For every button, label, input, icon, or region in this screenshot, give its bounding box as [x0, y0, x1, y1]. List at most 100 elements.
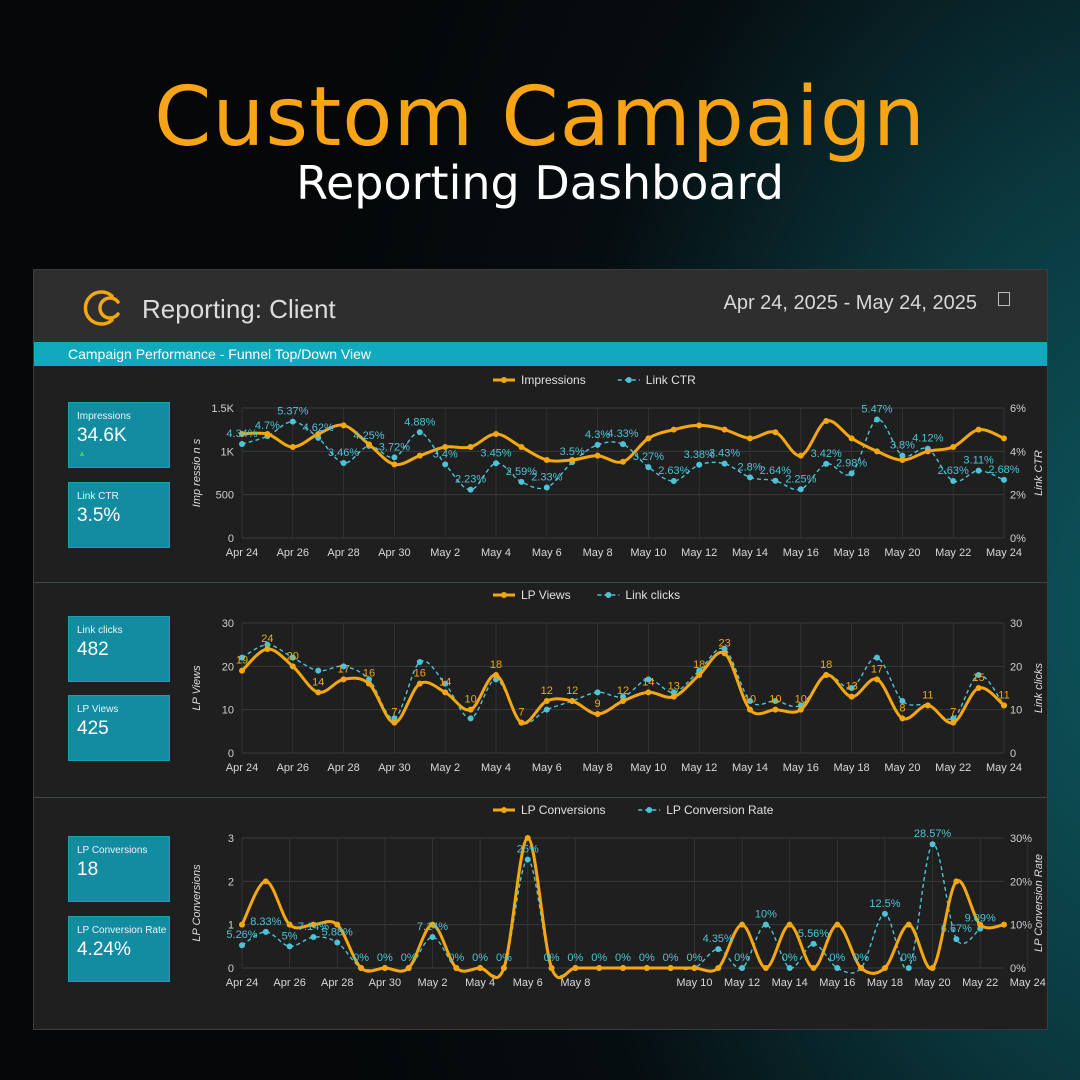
data-point	[670, 426, 677, 433]
data-point	[874, 448, 880, 455]
data-point	[715, 946, 722, 953]
y-tick-label: 20	[222, 661, 234, 673]
legend-swatch	[501, 377, 507, 383]
data-label: 2.25%	[785, 473, 816, 485]
date-range-picker[interactable]: Apr 24, 2025 - May 24, 2025	[723, 292, 978, 314]
data-label: 3.27%	[633, 451, 664, 463]
x-tick-label: May 12	[724, 977, 760, 989]
data-point	[899, 452, 906, 459]
data-point	[905, 921, 912, 928]
legend-entry: LP Conversion Rate	[666, 803, 774, 817]
data-point	[929, 965, 936, 971]
data-label: 4.34%	[226, 428, 257, 440]
kpi-label: LP Conversion Rate	[77, 925, 167, 936]
data-label: 0%	[782, 952, 798, 964]
kpi-value: 34.6K	[77, 425, 127, 446]
data-point	[696, 422, 703, 429]
data-point	[315, 689, 322, 696]
data-point	[493, 460, 499, 467]
data-point	[696, 461, 703, 468]
data-label: 0%	[401, 952, 417, 964]
data-point	[518, 719, 525, 726]
x-tick-label: May 18	[834, 762, 870, 774]
x-tick-label: May 6	[532, 547, 562, 559]
x-tick-label: May 14	[732, 762, 768, 774]
calendar-icon[interactable]	[998, 292, 1010, 306]
data-point	[858, 965, 865, 971]
y-tick-label: 0	[228, 748, 234, 760]
kpi-card-lp-conversions[interactable]: LP Conversions 18	[68, 836, 170, 902]
data-label: 0%	[448, 952, 464, 964]
data-point	[1001, 921, 1007, 928]
data-label: 16	[414, 668, 426, 680]
data-point	[429, 934, 436, 941]
data-point	[977, 921, 984, 928]
data-point	[442, 689, 449, 696]
data-label: 2.63%	[658, 465, 689, 477]
data-label: 16	[363, 668, 375, 680]
data-point	[747, 474, 753, 481]
data-point	[264, 641, 271, 648]
data-label: 10	[795, 694, 807, 706]
kpi-value: 18	[77, 859, 99, 880]
x-tick-label: Apr 28	[321, 977, 353, 989]
y-tick-label: 30	[222, 618, 234, 630]
data-point	[924, 448, 931, 455]
data-label: 4.3%	[585, 429, 610, 441]
data-label: 4.35%	[703, 933, 734, 945]
data-point	[848, 435, 855, 442]
y2-tick-label: 2%	[1010, 490, 1026, 502]
data-point	[366, 680, 372, 687]
data-point	[950, 715, 957, 722]
kpi-card-link-clicks[interactable]: Link clicks 482	[68, 616, 170, 682]
data-point	[848, 693, 855, 700]
kpi-card-lp-views[interactable]: LP Views 425	[68, 695, 170, 761]
legend-swatch	[501, 807, 507, 813]
data-point	[721, 460, 728, 467]
legend-entry: Impressions	[521, 373, 586, 387]
data-label: 0%	[734, 952, 750, 964]
data-label: 28.57%	[914, 828, 952, 840]
section-divider	[34, 797, 1047, 798]
data-label: 7.14%	[417, 921, 448, 933]
kpi-label: LP Views	[77, 704, 119, 715]
data-point	[289, 654, 296, 661]
x-tick-label: May 18	[834, 547, 870, 559]
legend-entry: Link CTR	[646, 373, 696, 387]
data-point	[500, 965, 507, 971]
data-point	[239, 431, 245, 437]
data-point	[721, 646, 728, 652]
data-label: 10	[744, 694, 756, 706]
data-point	[524, 835, 531, 841]
y2-axis-title: LP Conversion Rate	[1033, 854, 1045, 952]
data-point	[975, 426, 982, 433]
data-point	[797, 452, 804, 459]
kpi-card-impressions[interactable]: Impressions 34.6K ▲	[68, 402, 170, 468]
data-label: 24	[261, 633, 273, 645]
x-tick-label: May 4	[465, 977, 495, 989]
data-point	[874, 654, 880, 661]
y2-tick-label: 4%	[1010, 446, 1026, 458]
x-tick-label: Apr 30	[378, 762, 410, 774]
data-point	[929, 841, 936, 848]
data-point	[493, 672, 499, 678]
y-tick-label: 1.5K	[211, 403, 234, 415]
data-label: 3.72%	[379, 441, 410, 453]
kpi-card-link-ctr[interactable]: Link CTR 3.5%	[68, 482, 170, 548]
data-point	[310, 934, 317, 941]
data-label: 12	[541, 685, 553, 697]
data-point	[416, 680, 423, 687]
kpi-card-lp-conversion-rate[interactable]: LP Conversion Rate 4.24%	[68, 916, 170, 982]
legend-entry: LP Conversions	[521, 803, 606, 817]
data-point	[391, 454, 398, 461]
x-tick-label: Apr 28	[327, 762, 359, 774]
data-point	[543, 484, 550, 491]
data-point	[310, 921, 317, 928]
x-tick-label: May 10	[676, 977, 712, 989]
data-point	[340, 422, 347, 429]
data-point	[975, 685, 982, 691]
data-point	[264, 646, 271, 652]
data-label: 5.26%	[226, 929, 257, 941]
data-point	[810, 940, 817, 947]
